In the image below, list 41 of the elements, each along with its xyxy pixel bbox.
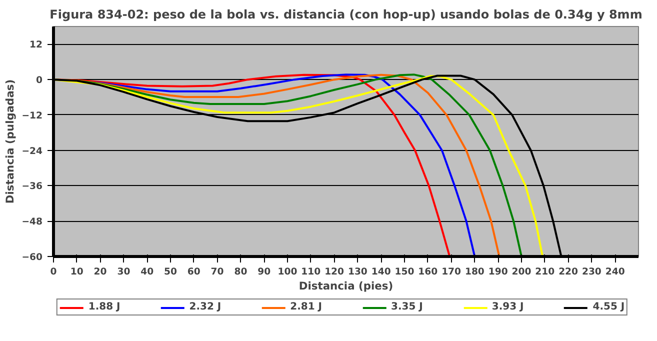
y-tick-label: −60	[22, 252, 44, 263]
x-tick-label: 130	[348, 266, 368, 278]
legend-label: 4.55 J	[592, 302, 625, 312]
x-tick-label: 80	[234, 266, 248, 278]
legend-label: 2.32 J	[189, 302, 222, 312]
y-tick-label: 12	[30, 40, 43, 51]
x-tick-label: 180	[464, 266, 485, 278]
x-tick-label: 120	[324, 266, 345, 278]
legend-label: 2.81 J	[290, 302, 322, 312]
y-axis-title: Distancia (pulgadas)	[4, 79, 17, 204]
x-tick-label: 50	[164, 266, 178, 278]
x-tick-label: 60	[187, 266, 201, 278]
x-tick-label: 30	[117, 266, 131, 278]
legend-label: 3.35 J	[391, 302, 423, 312]
y-tick-label: 0	[36, 75, 44, 86]
x-tick-label: 40	[140, 266, 154, 278]
y-tick-label: −36	[22, 181, 43, 192]
chart-title: Figura 834-02: peso de la bola vs. distancia (con hop-up) usando bolas de 0.34g y 8mm	[50, 8, 642, 22]
x-tick-label: 230	[582, 266, 602, 278]
y-tick-label: −48	[22, 216, 43, 228]
x-tick-label: 160	[418, 266, 438, 278]
x-tick-label: 20	[94, 266, 108, 278]
x-tick-label: 220	[558, 266, 579, 278]
x-tick-label: 140	[371, 266, 392, 278]
x-tick-label: 210	[535, 266, 556, 278]
x-tick-label: 110	[301, 266, 322, 278]
legend-label: 1.88 J	[88, 302, 120, 312]
y-tick-label: −24	[22, 146, 44, 157]
legend-label: 3.93 J	[492, 302, 524, 312]
y-tick-label: −12	[22, 110, 43, 122]
x-tick-label: 100	[278, 266, 298, 278]
x-tick-label: 70	[210, 266, 224, 278]
x-tick-label: 200	[512, 266, 532, 278]
x-tick-label: 90	[258, 266, 272, 278]
x-tick-label: 170	[442, 266, 462, 278]
x-tick-label: 240	[605, 266, 626, 278]
x-tick-label: 190	[488, 266, 508, 278]
x-tick-label: 0	[50, 266, 58, 278]
x-axis-title: Distancia (pies)	[298, 280, 394, 292]
x-tick-label: 150	[394, 266, 415, 278]
x-tick-label: 10	[70, 266, 84, 278]
